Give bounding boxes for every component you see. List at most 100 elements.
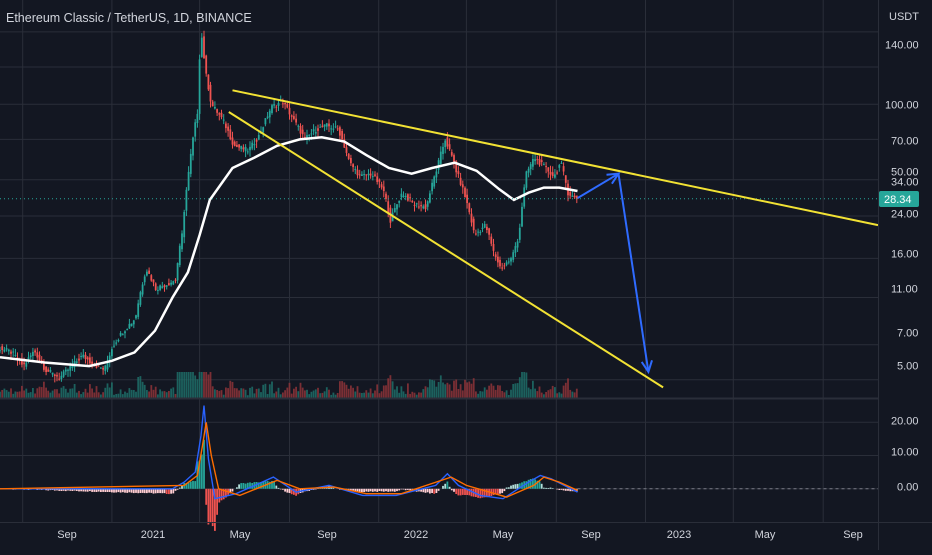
price-axis[interactable]: 140.00 100.00 70.00 50.00 34.00 24.00 16… <box>885 40 919 373</box>
time-axis[interactable]: Sep 2021 May Sep 2022 May Sep 2023 May S… <box>57 529 863 541</box>
volume-bar <box>82 392 85 398</box>
candle-body <box>135 315 137 319</box>
drawings[interactable] <box>228 89 879 389</box>
candle-body <box>198 59 201 114</box>
histogram-bar <box>494 488 497 495</box>
volume-bar <box>58 393 61 398</box>
histogram-bar <box>407 488 409 490</box>
candle-body <box>216 109 218 113</box>
volume-bar <box>255 388 258 398</box>
volume-bar <box>306 389 308 398</box>
candle-body <box>53 374 56 376</box>
histogram-bar <box>442 485 444 489</box>
histogram-bar <box>567 488 569 491</box>
candle-body <box>418 206 420 208</box>
volume-bar <box>523 372 526 398</box>
candle-body <box>321 125 324 128</box>
candle-body <box>205 55 208 74</box>
volume-bar <box>229 380 232 398</box>
candle-body <box>481 227 484 229</box>
candle-body <box>529 164 532 170</box>
volume-bar <box>14 391 17 398</box>
histogram-bar <box>365 488 368 492</box>
candle-body <box>5 348 8 350</box>
candle-body <box>330 128 333 130</box>
arrow-head <box>606 172 621 185</box>
volume-bar <box>216 390 218 398</box>
candle-body <box>402 195 405 197</box>
histogram-bar <box>332 487 335 489</box>
candle-body <box>505 262 508 265</box>
candle-body <box>58 378 61 380</box>
histogram-bar <box>273 482 275 489</box>
candle-body <box>501 267 504 269</box>
trendline <box>228 111 664 389</box>
histogram-bar <box>174 488 177 491</box>
candle-body <box>547 167 550 172</box>
candle-body <box>483 224 486 228</box>
currency-label: USDT <box>889 11 919 23</box>
volume-bar <box>102 392 104 398</box>
volume-bar <box>468 381 471 398</box>
histogram-bar <box>470 488 473 497</box>
histogram-bar <box>529 479 532 489</box>
histogram-bar <box>293 488 295 495</box>
histogram-bar <box>80 488 82 492</box>
candle-body <box>507 261 510 263</box>
candle-body <box>350 158 352 164</box>
volume-bar <box>0 391 1 398</box>
candle-body <box>67 369 69 371</box>
candle-body <box>556 172 558 174</box>
candle-body <box>36 352 39 358</box>
volume-bar <box>402 391 405 398</box>
candle-body <box>521 206 523 227</box>
histogram-bar <box>402 488 405 490</box>
candle-body <box>264 118 267 125</box>
candle-body <box>231 137 234 145</box>
histogram-bar <box>538 481 541 489</box>
candle-body <box>196 113 199 123</box>
candle-body <box>49 370 52 372</box>
volume-bar <box>51 390 54 398</box>
oscillator-axis[interactable]: 20.00 10.00 0.00 <box>891 416 919 494</box>
candle-body <box>229 129 232 139</box>
histogram-bar <box>479 488 482 499</box>
volume-bar <box>562 385 565 398</box>
price-pane <box>0 30 878 383</box>
volume-bar <box>222 394 225 398</box>
candle-body <box>523 187 526 207</box>
candle-body <box>380 184 383 188</box>
histogram-bar <box>446 481 449 489</box>
histogram-bar <box>389 488 392 492</box>
histogram-bar <box>146 488 148 494</box>
candle-body <box>424 204 427 210</box>
candle-body <box>514 246 517 253</box>
candle-body <box>150 275 153 281</box>
histogram-bar <box>119 488 122 493</box>
histogram-bar <box>135 488 137 493</box>
histogram-bar <box>62 488 65 491</box>
volume-bar <box>12 393 15 398</box>
candle-body <box>176 263 179 281</box>
histogram-bar <box>422 488 425 493</box>
histogram-bar <box>312 488 315 490</box>
histogram-bar <box>246 482 249 489</box>
volume-bar <box>549 389 552 398</box>
volume-bar <box>444 384 447 398</box>
candle-body <box>376 176 379 182</box>
candle-body <box>543 164 545 166</box>
candle-body <box>472 218 475 231</box>
histogram-bar <box>115 488 118 493</box>
volume-bar <box>380 391 383 398</box>
histogram-bar <box>536 480 539 489</box>
volume-bar <box>446 382 449 398</box>
volume-bar <box>497 385 499 398</box>
volume-bar <box>18 391 21 398</box>
volume-bar <box>343 382 346 398</box>
candle-body <box>203 36 205 59</box>
candle-body <box>146 271 148 276</box>
chart-title: Ethereum Classic / TetherUS, 1D, BINANCE <box>6 11 252 25</box>
candle-body <box>257 135 260 140</box>
candle-body <box>295 118 297 123</box>
histogram-bar <box>218 488 221 503</box>
